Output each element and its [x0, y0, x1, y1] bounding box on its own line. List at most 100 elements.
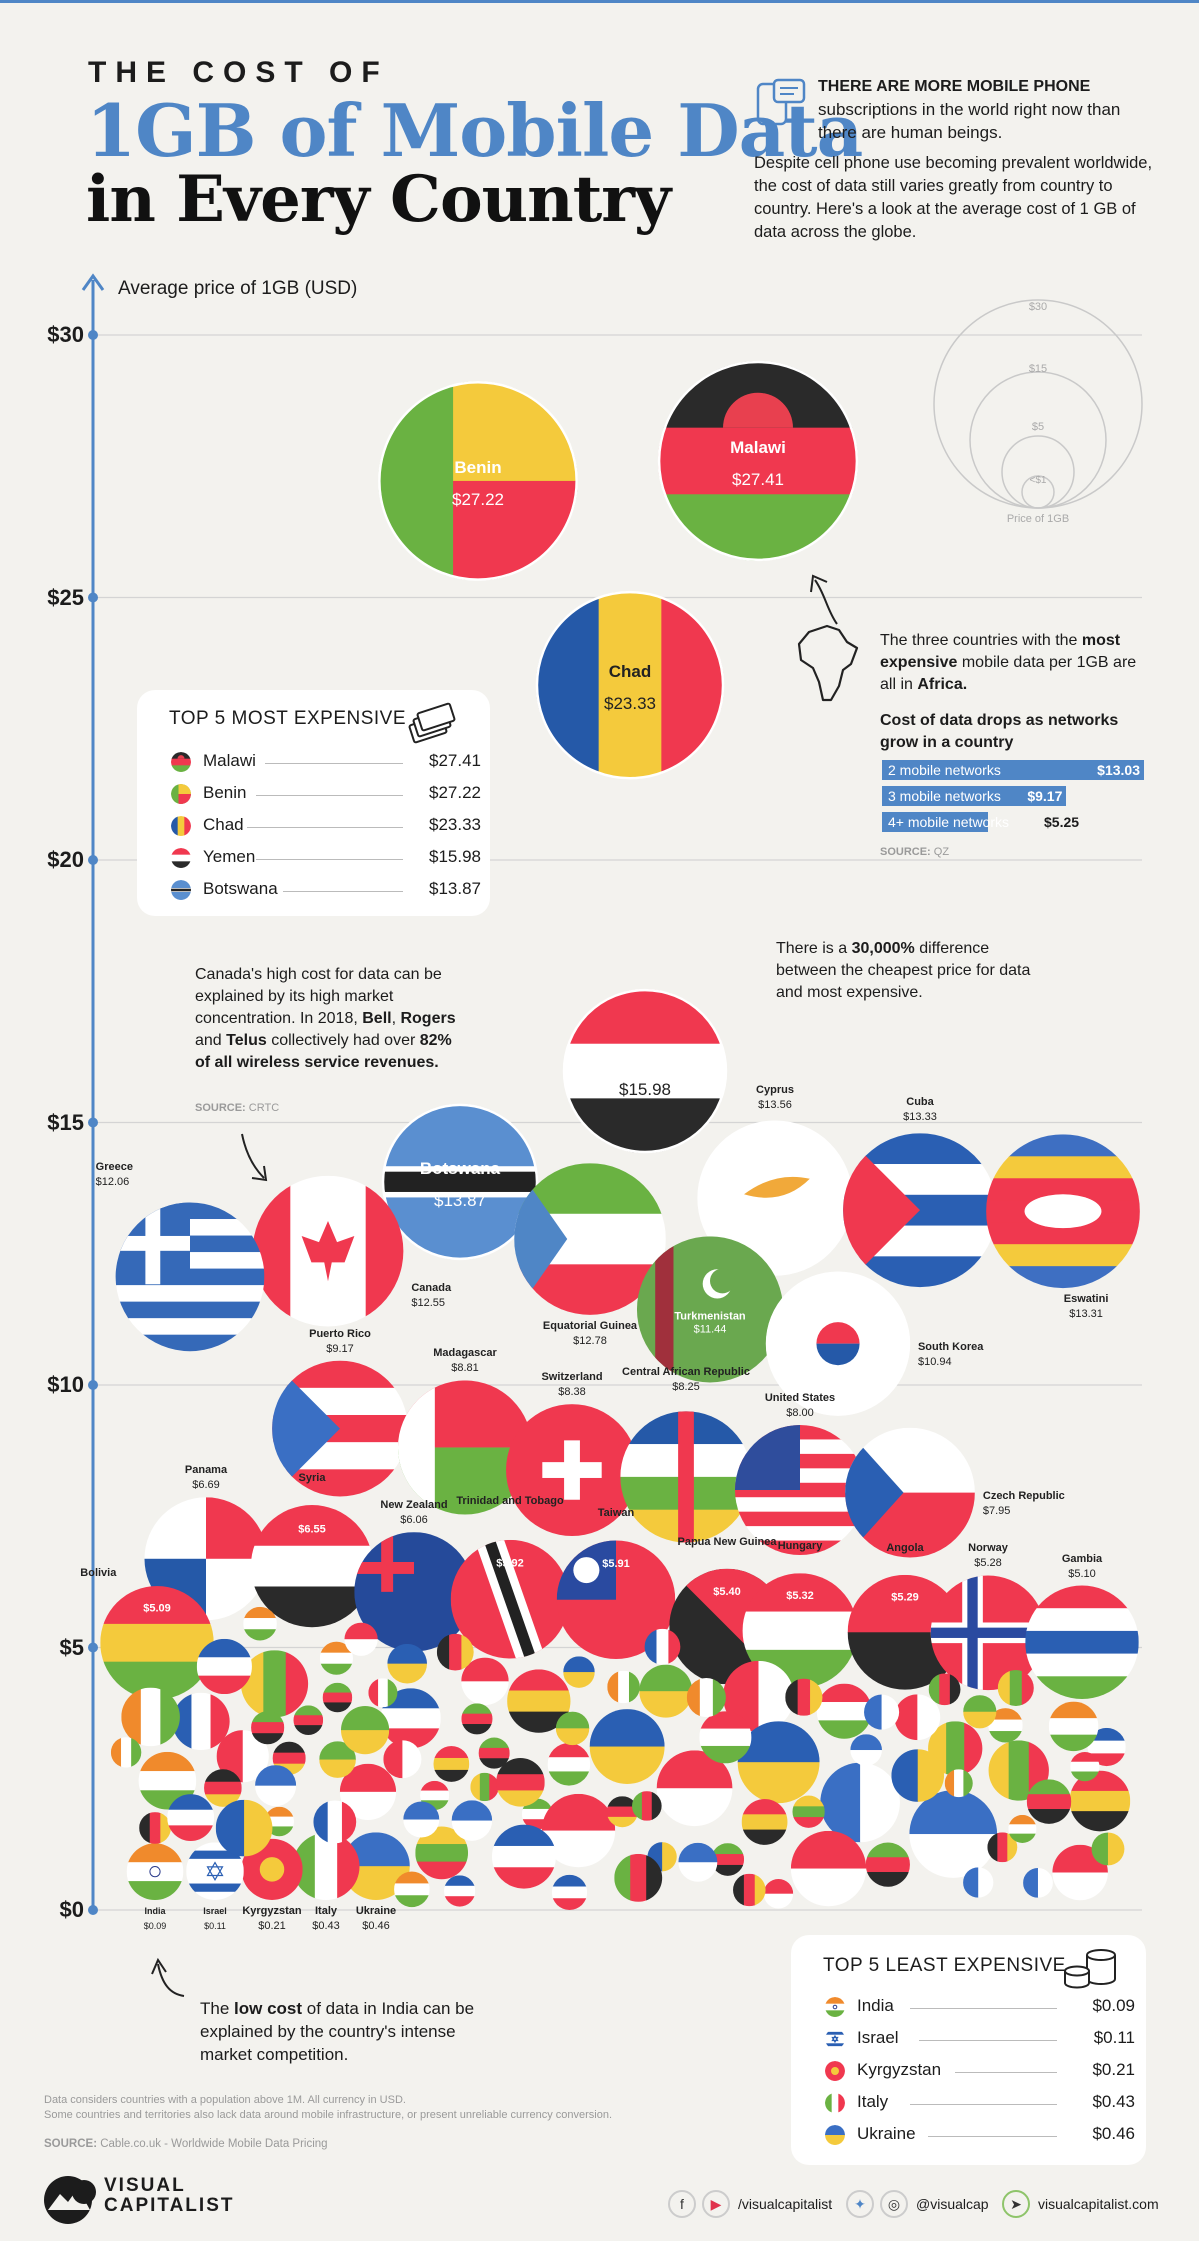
- country-bubble: [820, 1762, 900, 1843]
- tick-dot: [88, 1380, 98, 1390]
- korea-label-name: South Korea: [917, 1340, 984, 1353]
- ukraine-flag-icon: [825, 2125, 845, 2145]
- cuba-label: Cuba $13.33: [855, 1095, 985, 1125]
- size-legend: $30 $15 $5 <$1 Price of 1GB: [933, 299, 1143, 525]
- social-links: f ▶ /visualcapitalist ✦ ◎ @visualcap ➤ v…: [668, 2190, 1178, 2226]
- size-legend-1: <$1: [1030, 475, 1047, 486]
- gambia-bubble: [1025, 1585, 1139, 1699]
- country-bubble: [420, 1780, 450, 1810]
- country-bubble: [606, 1796, 638, 1828]
- networks-title: Cost of data drops as networks grow in a…: [880, 712, 1119, 751]
- handle-visualcap[interactable]: @visualcap: [916, 2196, 989, 2212]
- youtube-icon[interactable]: ▶: [702, 2190, 730, 2218]
- cursor-icon[interactable]: ➤: [1002, 2190, 1030, 2218]
- country-bubble: [614, 1853, 663, 1902]
- kyrgyzstan-label-name: Kyrgyzstan: [242, 1905, 302, 1917]
- turkmenistan-value-label: $11.44: [694, 1323, 727, 1335]
- country-bubble: [928, 1673, 961, 1706]
- top5-row-value: $27.22: [429, 783, 481, 802]
- canada-source: SOURCE: CRTC: [195, 1102, 280, 1114]
- instagram-icon[interactable]: ◎: [880, 2190, 908, 2218]
- vc-brand-2: CAPITALIST: [104, 2195, 235, 2216]
- panama-label: Panama $6.69: [141, 1463, 271, 1493]
- switzerland-label: Switzerland $8.38: [507, 1370, 637, 1400]
- country-bubble: [436, 1633, 474, 1671]
- korea-bubble: [766, 1271, 910, 1416]
- trinidad-value-label: $5.92: [496, 1558, 524, 1570]
- syria-label: Syria: [247, 1471, 377, 1486]
- tick-dot: [88, 592, 98, 603]
- country-bubble: [319, 1641, 354, 1675]
- country-bubble: [763, 1878, 794, 1909]
- country-bubble: [272, 1741, 306, 1775]
- nz-label-name: New Zealand: [380, 1499, 448, 1512]
- israel-flag-icon: [825, 2029, 845, 2049]
- size-legend-15: $15: [1029, 363, 1047, 375]
- country-bubble: [551, 1874, 588, 1910]
- czech-label-value: $7.95: [982, 1504, 1011, 1517]
- car-label-value: $8.25: [672, 1381, 700, 1394]
- benin-bubble: [378, 381, 578, 581]
- country-bubble: [387, 1643, 428, 1684]
- handle-visualcapitalist[interactable]: /visualcapitalist: [738, 2196, 833, 2212]
- country-bubble: [313, 1800, 357, 1844]
- country-bubble: [444, 1875, 476, 1907]
- angola-label: Angola: [840, 1541, 970, 1556]
- network-bar-label: 2 mobile networks: [888, 762, 1001, 778]
- ukraine-label-value: $0.46: [362, 1920, 390, 1932]
- cuba-label-name: Cuba: [906, 1096, 934, 1109]
- trinidad-bubble: [450, 1539, 570, 1659]
- angola-label-name: Angola: [886, 1541, 924, 1554]
- country-bubble: [632, 1791, 662, 1821]
- botswana-name-label: Botswana: [420, 1159, 501, 1178]
- tick-dot: [88, 1642, 98, 1653]
- puertorico-label-name: Puerto Rico: [309, 1327, 371, 1340]
- top5-row: Ukraine $0.46: [825, 2121, 1135, 2151]
- country-bubble: [368, 1678, 398, 1708]
- puertorico-label: Puerto Rico $9.17: [275, 1327, 405, 1357]
- hungary-label: Hungary: [735, 1539, 865, 1554]
- country-bubble: [521, 1798, 553, 1830]
- top5-row-name: Botswana: [203, 879, 278, 898]
- country-bubble: [790, 1830, 867, 1907]
- country-bubble: [433, 1746, 470, 1782]
- nz-label-value: $6.06: [400, 1514, 428, 1527]
- footer-source: SOURCE: Cable.co.uk - Worldwide Mobile D…: [44, 2138, 328, 2150]
- country-bubble: [293, 1705, 324, 1736]
- canada-note: Canada's high cost for data can be expla…: [195, 966, 456, 1071]
- usa-label-name: United States: [764, 1391, 836, 1404]
- car-label: Central African Republic $8.25: [621, 1365, 751, 1395]
- y-tick-label: $25: [47, 584, 84, 610]
- country-bubble: [894, 1694, 941, 1741]
- top5-row-value: $0.43: [1092, 2092, 1135, 2111]
- facebook-icon[interactable]: f: [668, 2190, 696, 2218]
- country-bubble: [319, 1741, 356, 1778]
- taiwan-label: Taiwan: [551, 1506, 681, 1521]
- country-bubble: [711, 1843, 745, 1876]
- twitter-icon[interactable]: ✦: [846, 2190, 874, 2218]
- vc-brand-1: VISUAL: [104, 2175, 186, 2196]
- car-label-name: Central African Republic: [622, 1366, 750, 1379]
- trinidad-label: Trinidad and Tobago: [445, 1494, 575, 1509]
- india-note: The low cost of data in India can be exp…: [200, 1999, 475, 2064]
- country-bubble: [1091, 1832, 1125, 1866]
- country-bubble: [491, 1824, 556, 1889]
- top5-row-name: India: [857, 1996, 894, 2015]
- top5-row-value: $15.98: [429, 847, 481, 866]
- yemen-flag-icon: [171, 848, 191, 868]
- italy-flag-icon: [825, 2093, 845, 2113]
- top5-cheapest-box: TOP 5 LEAST EXPENSIVE India $0.09 Israel $0…: [791, 1935, 1146, 2165]
- africa-map-icon: [797, 624, 859, 702]
- country-bubble: [864, 1694, 900, 1730]
- india-flag-icon: [825, 1997, 845, 2017]
- country-bubble: [785, 1678, 823, 1716]
- tick-dot: [88, 1905, 98, 1915]
- panama-label-name: Panama: [184, 1464, 228, 1477]
- kyrgyzstan-label-value: $0.21: [258, 1920, 286, 1932]
- country-bubble: [850, 1734, 882, 1766]
- gambia-label-value: $5.10: [1068, 1567, 1096, 1580]
- site-link[interactable]: visualcapitalist.com: [1038, 2196, 1159, 2212]
- top5-row-name: Italy: [857, 2092, 889, 2111]
- israel-label-name: Israel: [203, 1906, 227, 1916]
- switzerland-label-value: $8.38: [558, 1386, 586, 1399]
